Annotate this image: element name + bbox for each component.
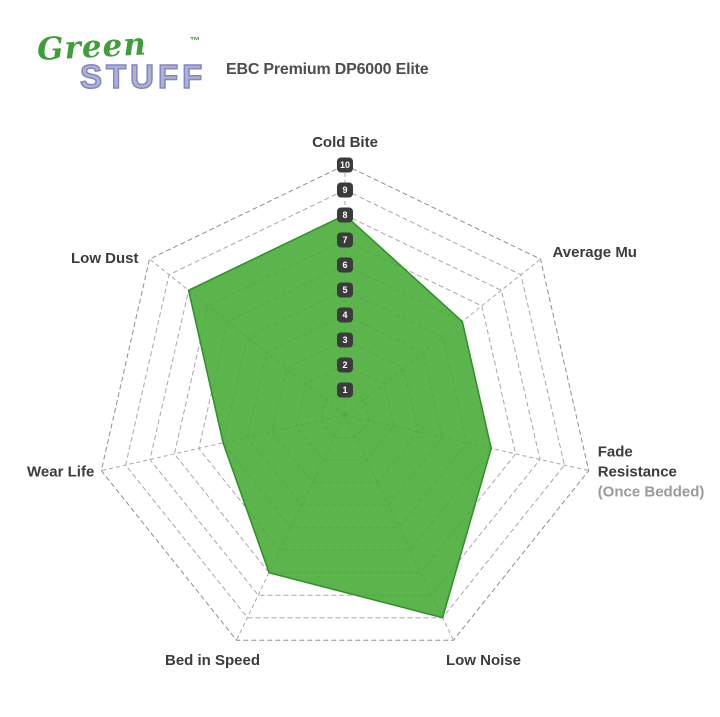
axis-label-cold-bite: Cold Bite xyxy=(312,134,378,151)
scale-marker-label-7: 7 xyxy=(342,235,347,245)
scale-marker-4 xyxy=(337,307,353,323)
scale-marker-label-6: 6 xyxy=(342,260,347,270)
radar-series-polygon xyxy=(187,214,492,619)
axis-label-low-noise: Low Noise xyxy=(446,652,521,669)
axis-label-wear-life: Wear Life xyxy=(27,464,94,481)
scale-marker-label-2: 2 xyxy=(342,360,347,370)
radar-ring-9 xyxy=(125,189,565,619)
chart-title: EBC Premium DP6000 Elite xyxy=(226,61,429,78)
logo-stuff-wordmark: STUFF xyxy=(79,57,207,96)
scale-marker-label-3: 3 xyxy=(342,335,347,345)
scale-marker-3 xyxy=(337,332,353,348)
scale-marker-6 xyxy=(337,257,353,273)
scale-marker-2 xyxy=(337,357,353,373)
scale-marker-9 xyxy=(337,182,353,198)
axis-label-bed-in-speed: Bed in Speed xyxy=(165,652,260,669)
axis-label-low-dust: Low Dust xyxy=(71,250,139,267)
scale-marker-label-8: 8 xyxy=(342,210,347,220)
radar-ring-8 xyxy=(149,214,541,596)
scale-marker-10 xyxy=(337,157,353,173)
scale-marker-label-5: 5 xyxy=(342,285,347,295)
greenstuff-logo: Green STUFF ™ xyxy=(36,26,218,125)
axis-label-average-mu: Average Mu xyxy=(553,244,637,261)
axis-label-fade-resistance: Fade xyxy=(598,444,633,461)
axis-label-fade-resistance-sublabel: (Once Bedded) xyxy=(598,484,705,501)
scale-marker-7 xyxy=(337,232,353,248)
scale-marker-1 xyxy=(337,382,353,398)
radar-ring-10 xyxy=(100,164,590,641)
scale-marker-5 xyxy=(337,282,353,298)
scale-marker-label-4: 4 xyxy=(342,310,347,320)
trademark-symbol: ™ xyxy=(190,36,200,47)
scale-marker-label-10: 10 xyxy=(340,160,350,170)
scale-marker-label-9: 9 xyxy=(342,185,347,195)
scale-marker-8 xyxy=(337,207,353,223)
scale-marker-label-1: 1 xyxy=(342,385,347,395)
axis-label-fade-resistance: Resistance xyxy=(598,464,677,481)
